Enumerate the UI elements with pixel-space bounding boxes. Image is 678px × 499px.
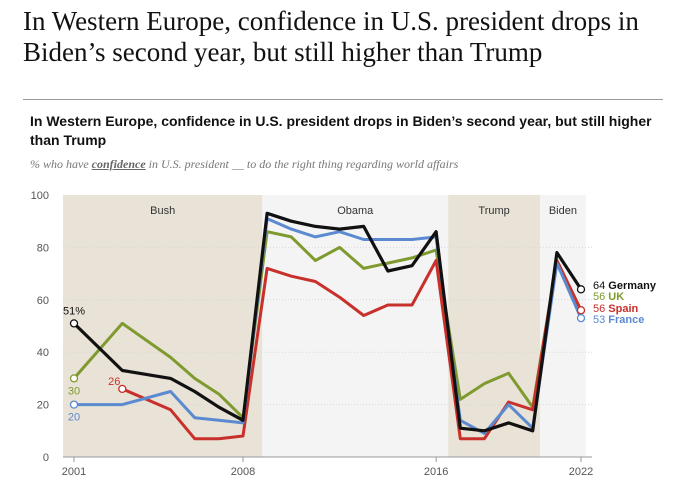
- end-label-uk: 56 UK: [593, 291, 624, 303]
- start-label-germany: 51%: [63, 305, 85, 317]
- series-line-france: [72, 217, 583, 435]
- era-label-obama: Obama: [337, 205, 374, 217]
- end-marker-france: [576, 313, 586, 323]
- series-line-spain: [120, 259, 583, 441]
- series-lines: [72, 211, 583, 441]
- chart-title: In Western Europe, confidence in U.S. pr…: [30, 113, 652, 148]
- headline-divider: [23, 99, 663, 100]
- y-tick-label-100: 100: [31, 190, 49, 202]
- y-tick-label-80: 80: [37, 242, 49, 254]
- y-tick-label-0: 0: [43, 452, 49, 464]
- y-tick-label-20: 20: [37, 400, 49, 412]
- start-label-spain: 26: [108, 376, 120, 388]
- end-marker-germany: [576, 285, 586, 294]
- series-line-uk: [72, 230, 583, 420]
- y-tick-label-40: 40: [37, 347, 49, 359]
- era-band-bush: [63, 195, 263, 457]
- end-label-germany: 64 Germany: [593, 280, 657, 292]
- end-label-spain: 56 Spain: [593, 303, 639, 315]
- start-marker-france: [69, 400, 79, 409]
- start-label-uk: 30: [68, 385, 80, 397]
- era-band-obama: [262, 195, 449, 457]
- x-tick-label-2001: 2001: [62, 466, 86, 478]
- era-label-trump: Trump: [478, 205, 509, 217]
- end-marker-spain: [576, 306, 586, 315]
- start-marker-uk: [69, 374, 79, 383]
- page-headline: In Western Europe, confidence in U.S. pr…: [23, 6, 639, 67]
- start-label-france: 20: [68, 412, 80, 424]
- start-marker-spain: [118, 384, 127, 394]
- end-label-france: 53 France: [593, 314, 644, 326]
- chart-subtitle: % who have confidence in U.S. president …: [30, 157, 670, 172]
- subtitle-prefix: % who have: [30, 157, 89, 171]
- era-band-trump: [448, 195, 540, 457]
- series-line-germany: [72, 211, 583, 433]
- subtitle-suffix: in U.S. president __ to do the right thi…: [148, 157, 459, 171]
- x-tick-label-2008: 2008: [231, 466, 255, 478]
- y-tick-label-60: 60: [37, 295, 49, 307]
- grid-lines: [63, 246, 592, 406]
- subtitle-emphasis: confidence: [91, 157, 146, 171]
- start-marker-germany: [69, 319, 79, 328]
- x-tick-label-2016: 2016: [424, 466, 448, 478]
- era-label-bush: Bush: [150, 205, 175, 217]
- axes: 0 20 40 60 80 100 2001 2008 2016 2022: [31, 190, 594, 478]
- series-markers: [69, 285, 586, 409]
- x-tick-label-2022: 2022: [569, 466, 593, 478]
- era-label-biden: Biden: [549, 205, 577, 217]
